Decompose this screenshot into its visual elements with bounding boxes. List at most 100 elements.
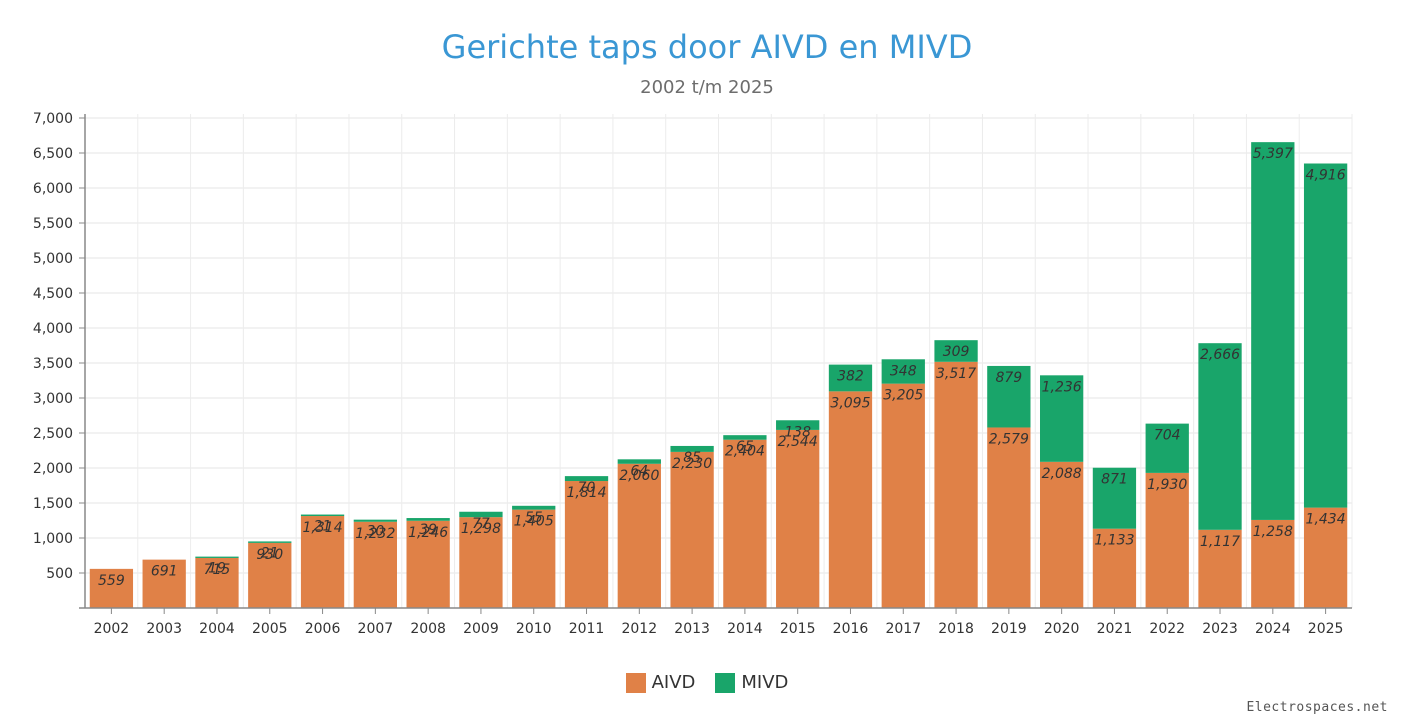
bar-mivd-2009 — [459, 511, 503, 518]
data-label-aivd-2008: 1,246 — [408, 525, 448, 541]
data-label-mivd-2023: 2,666 — [1200, 347, 1240, 363]
bar-mivd-2005 — [248, 541, 292, 543]
x-tick-label: 2015 — [780, 621, 816, 637]
x-tick-label: 2020 — [1044, 621, 1080, 637]
bar-aivd-2015 — [776, 429, 820, 608]
data-label-mivd-2020: 1,236 — [1042, 379, 1082, 395]
bar-mivd-2012 — [617, 459, 661, 464]
data-label-aivd-2016: 3,095 — [830, 395, 870, 411]
chart-subtitle: 2002 t/m 2025 — [640, 77, 774, 98]
x-tick-label: 2009 — [463, 621, 499, 637]
bar-aivd-2007 — [353, 521, 397, 608]
data-label-mivd-2018: 309 — [943, 344, 970, 360]
bar-mivd-2022 — [1145, 423, 1189, 473]
data-label-aivd-2021: 1,133 — [1094, 533, 1134, 549]
bar-aivd-2006 — [300, 516, 345, 608]
x-tick-label: 2024 — [1255, 621, 1291, 637]
data-label-aivd-2017: 3,205 — [883, 388, 923, 404]
bar-mivd-2020 — [1040, 375, 1084, 462]
bar-mivd-2017 — [881, 359, 925, 384]
bar-mivd-2006 — [300, 514, 345, 517]
data-label-aivd-2011: 1,814 — [566, 485, 606, 501]
bar-aivd-2017 — [881, 383, 925, 608]
chart-title: Gerichte taps door AIVD en MIVD — [441, 28, 973, 66]
data-label-aivd-2007: 1,232 — [355, 526, 395, 542]
y-tick-label: 4,500 — [33, 286, 73, 302]
data-label-aivd-2004: 715 — [204, 562, 231, 578]
data-label-aivd-2009: 1,298 — [461, 521, 501, 537]
x-tick-label: 2003 — [146, 621, 182, 637]
bar-mivd-2025 — [1303, 163, 1348, 508]
data-label-aivd-2005: 930 — [256, 547, 283, 563]
y-tick-label: 4,000 — [33, 321, 73, 337]
bar-mivd-2011 — [564, 476, 609, 482]
bar-aivd-2013 — [670, 451, 714, 608]
x-tick-label: 2023 — [1202, 621, 1238, 637]
bar-mivd-2007 — [353, 519, 397, 522]
bar-aivd-2011 — [564, 481, 609, 608]
bar-mivd-2008 — [406, 518, 450, 521]
y-tick-label: 6,500 — [33, 146, 73, 162]
y-tick-label: 500 — [46, 566, 73, 582]
y-tick-label: 2,000 — [33, 461, 73, 477]
x-tick-label: 2019 — [991, 621, 1027, 637]
bar-aivd-2020 — [1040, 461, 1084, 608]
data-label-mivd-2014: 65 — [736, 439, 754, 455]
x-tick-label: 2018 — [938, 621, 974, 637]
data-label-aivd-2022: 1,930 — [1147, 477, 1187, 493]
chart-legend: AIVD MIVD — [0, 672, 1414, 693]
data-label-aivd-2014: 2,404 — [725, 444, 765, 460]
bar-mivd-2016 — [828, 364, 873, 392]
x-tick-label: 2010 — [516, 621, 552, 637]
bar-aivd-2012 — [617, 463, 661, 608]
x-tick-label: 2005 — [252, 621, 288, 637]
data-label-aivd-2025: 1,434 — [1306, 512, 1346, 528]
bar-aivd-2023 — [1198, 529, 1242, 608]
x-tick-label: 2002 — [94, 621, 130, 637]
x-tick-label: 2007 — [358, 621, 394, 637]
legend-label-mivd: MIVD — [741, 672, 789, 693]
data-label-mivd-2013: 85 — [683, 450, 701, 466]
legend-label-aivd: AIVD — [651, 672, 696, 693]
x-tick-label: 2022 — [1149, 621, 1185, 637]
bar-mivd-2010 — [512, 505, 556, 510]
legend-item-aivd[interactable]: AIVD — [625, 672, 696, 693]
bar-mivd-2021 — [1092, 467, 1137, 529]
bar-aivd-2002 — [89, 568, 134, 608]
legend-swatch-aivd — [625, 672, 646, 693]
bar-aivd-2022 — [1145, 472, 1189, 608]
x-tick-label: 2013 — [674, 621, 710, 637]
legend-item-mivd[interactable]: MIVD — [715, 672, 788, 693]
data-label-mivd-2015: 138 — [784, 424, 811, 440]
data-label-mivd-2021: 871 — [1101, 472, 1128, 488]
y-tick-label: 7,000 — [33, 111, 73, 127]
data-label-mivd-2024: 5,397 — [1253, 146, 1293, 162]
y-tick-label: 1,500 — [33, 496, 73, 512]
legend-swatch-mivd — [715, 672, 736, 693]
data-label-aivd-2010: 1,405 — [514, 514, 554, 530]
bar-aivd-2005 — [248, 542, 292, 608]
y-tick-label: 3,000 — [33, 391, 73, 407]
bar-aivd-2004 — [195, 557, 239, 608]
data-label-aivd-2015: 2,544 — [778, 434, 818, 450]
data-label-aivd-2020: 2,088 — [1042, 466, 1082, 482]
stacked-bar-chart: 500 1,000 1,500 2,000 2,500 3,000 3,500 4,000 4,… — [33, 111, 1353, 637]
data-label-mivd-2022: 704 — [1154, 428, 1181, 444]
source-credit[interactable]: Electrospaces.net — [1246, 700, 1388, 715]
bar-mivd-2023 — [1198, 343, 1242, 530]
x-tick-label: 2011 — [569, 621, 605, 637]
data-label-mivd-2010: 55 — [525, 510, 543, 526]
bar-mivd-2015 — [776, 420, 820, 430]
data-label-aivd-2019: 2,579 — [989, 431, 1029, 447]
bar-mivd-2019 — [987, 365, 1031, 428]
bar-mivd-2018 — [934, 340, 978, 362]
bar-aivd-2009 — [459, 517, 503, 608]
y-tick-label: 1,000 — [33, 531, 73, 547]
bar-aivd-2019 — [987, 427, 1031, 608]
data-label-mivd-2007: 30 — [366, 524, 384, 540]
x-tick-label: 2008 — [410, 621, 446, 637]
data-label-mivd-2019: 879 — [995, 370, 1022, 386]
data-label-mivd-2012: 64 — [630, 463, 648, 479]
x-tick-label: 2014 — [727, 621, 763, 637]
data-label-aivd-2023: 1,117 — [1200, 534, 1240, 550]
